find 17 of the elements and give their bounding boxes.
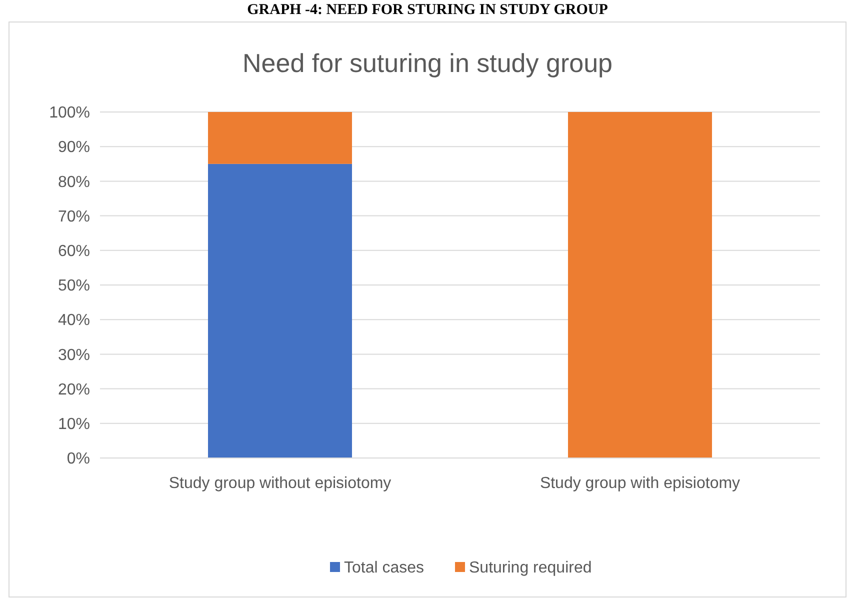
x-tick-label: Study group without episiotomy — [168, 475, 392, 492]
y-tick-label: 40% — [58, 312, 90, 330]
y-tick-label: 80% — [58, 174, 90, 191]
y-tick-label: 50% — [58, 278, 90, 295]
y-tick-label: 10% — [58, 416, 90, 433]
y-tick-label: 90% — [58, 139, 90, 156]
y-tick-label: 60% — [58, 243, 90, 260]
y-tick-label: 70% — [58, 208, 90, 226]
chart-title: Need for suturing in study group — [242, 48, 612, 78]
text: GRAPH -4: NEED FOR STURING IN STUDY GROUP — [247, 2, 608, 18]
y-tick-label: 30% — [58, 346, 90, 364]
y-tick-label: 20% — [58, 381, 90, 398]
y-tick-label: 100% — [49, 104, 90, 122]
legend-label: Suturing required — [469, 560, 592, 577]
y-tick-label: 0% — [66, 450, 90, 468]
x-tick-label: Study group with episiotomy — [540, 475, 740, 492]
legend-label: Total cases — [344, 560, 424, 577]
